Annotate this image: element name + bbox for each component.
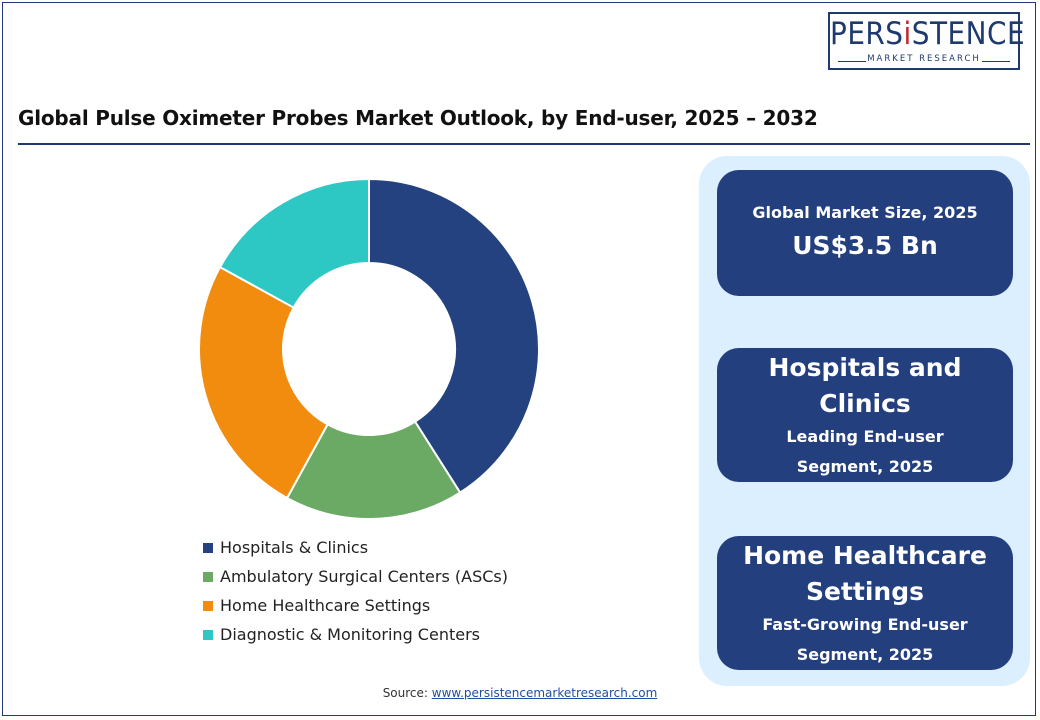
slice-home-healthcare <box>198 265 329 500</box>
donut-chart <box>198 177 541 520</box>
logo-rule-left <box>838 61 866 62</box>
leading-segment-caption-line1: Leading End-user <box>786 427 944 446</box>
logo-rule-right <box>982 61 1010 62</box>
slice-diagnostic-monitoring <box>218 177 370 309</box>
fastest-segment-card: Home Healthcare Settings Fast-Growing En… <box>717 536 1013 670</box>
legend-swatch <box>203 630 213 640</box>
source-note: Source: www.persistencemarketresearch.co… <box>0 686 1040 700</box>
legend-swatch <box>203 601 213 611</box>
logo-tagline-row: MARKET RESEARCH <box>838 54 1010 68</box>
legend-label: Ambulatory Surgical Centers (ASCs) <box>220 567 508 586</box>
leading-segment-card: Hospitals and Clinics Leading End-user S… <box>717 348 1013 482</box>
leading-segment-name-line1: Hospitals and <box>768 353 962 382</box>
slice-ascs <box>285 420 462 520</box>
legend-swatch <box>203 543 213 553</box>
leading-segment-caption-line2: Segment, 2025 <box>796 457 934 476</box>
market-size-label: Global Market Size, 2025 <box>752 203 978 222</box>
chart-title: Global Pulse Oximeter Probes Market Outl… <box>18 106 818 130</box>
fastest-segment-name-line2: Settings <box>805 577 924 606</box>
source-link[interactable]: www.persistencemarketresearch.com <box>431 686 658 700</box>
legend-label: Diagnostic & Monitoring Centers <box>220 625 480 644</box>
legend-label: Home Healthcare Settings <box>220 596 431 615</box>
legend-swatch <box>203 572 213 582</box>
market-size-value: US$3.5 Bn <box>792 231 938 260</box>
logo-wordmark: PERSiSTENCE <box>830 16 1026 52</box>
fastest-segment-caption-line2: Segment, 2025 <box>796 645 934 664</box>
title-underline <box>18 143 1030 145</box>
fastest-segment-caption-line1: Fast-Growing End-user <box>762 615 968 634</box>
logo-tagline: MARKET RESEARCH <box>867 54 981 64</box>
persistence-logo: PERSiSTENCE MARKET RESEARCH <box>828 12 1026 70</box>
slice-hospitals-clinics <box>368 177 541 494</box>
market-size-card: Global Market Size, 2025 US$3.5 Bn <box>717 170 1013 296</box>
source-label: Source: <box>382 686 432 700</box>
leading-segment-name-line2: Clinics <box>819 389 911 418</box>
fastest-segment-name-line1: Home Healthcare <box>743 541 987 570</box>
legend-label: Hospitals & Clinics <box>220 538 369 557</box>
